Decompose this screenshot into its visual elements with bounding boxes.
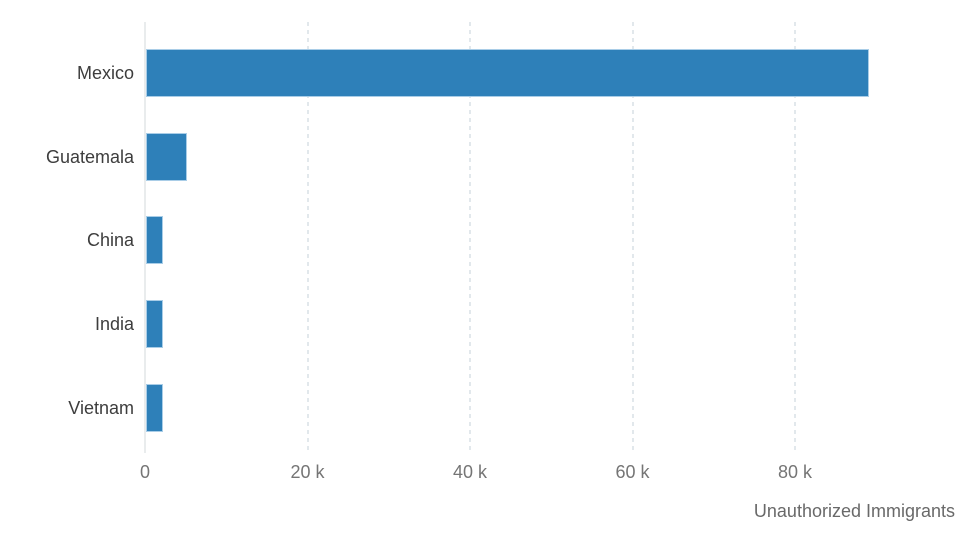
x-tick-label-20k: 20 k: [290, 462, 325, 482]
bar-mexico[interactable]: [146, 49, 870, 98]
category-label-guatemala: Guatemala: [45, 146, 134, 167]
bar-guatemala[interactable]: [146, 132, 188, 181]
bar-india[interactable]: [146, 299, 164, 348]
x-axis-zero-line: [144, 22, 146, 453]
category-label-china: China: [86, 230, 134, 251]
x-axis-title: Unauthorized Immigrants: [753, 501, 955, 521]
category-label-india: India: [94, 313, 134, 334]
bar-china[interactable]: [146, 216, 164, 265]
x-gridline: [469, 22, 471, 453]
x-gridline: [631, 22, 634, 453]
category-label-vietnam: Vietnam: [68, 397, 134, 418]
x-tick-label-60k: 60 k: [615, 462, 650, 482]
x-gridline: [306, 22, 309, 453]
bar-vietnam[interactable]: [146, 383, 164, 432]
x-tick-label-0: 0: [139, 462, 151, 482]
x-gridline: [794, 22, 796, 453]
x-tick-label-40k: 40 k: [452, 462, 488, 482]
x-tick-label-80k: 80 k: [777, 462, 813, 482]
category-label-mexico: Mexico: [76, 63, 134, 84]
